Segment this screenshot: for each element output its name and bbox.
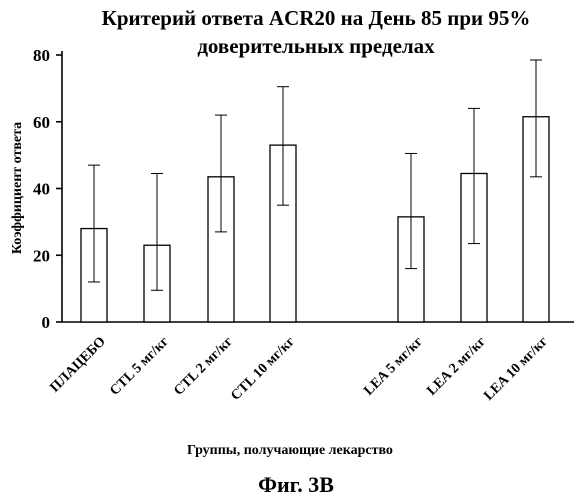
y-axis-label: Коэффициент ответа (10, 122, 25, 254)
y-tick-label-0: 0 (42, 313, 51, 332)
x-tick-label-1: CTL 5 мг/кг (107, 334, 172, 399)
y-tick-label-1: 20 (33, 246, 50, 265)
x-tick-label-0: ПЛАЦЕБО (48, 334, 109, 395)
y-tick-label-2: 40 (33, 180, 50, 199)
y-tick-label-3: 60 (33, 113, 50, 132)
x-tick-label-6: LEA 10 мг/кг (481, 334, 550, 403)
chart-title-line-2: доверительных пределах (197, 34, 435, 58)
x-tick-label-3: CTL 10 мг/кг (228, 334, 297, 403)
plot-area: 0 20 40 60 80 ПЛАЦЕБОCTL 5 мг/кгCTL 2 мг/кгCT… (33, 46, 574, 404)
x-tick-label-2: CTL 2 мг/кг (171, 334, 236, 399)
figure-caption: Фиг. 3B (258, 472, 334, 497)
x-tick-label-4: LEA 5 мг/кг (361, 334, 426, 399)
chart-title-line-1: Критерий ответа ACR20 на День 85 при 95% (102, 6, 531, 30)
x-axis-label: Группы, получающие лекарство (187, 443, 393, 458)
x-tick-label-5: LEA 2 мг/кг (424, 334, 489, 399)
y-tick-label-4: 80 (33, 46, 50, 65)
